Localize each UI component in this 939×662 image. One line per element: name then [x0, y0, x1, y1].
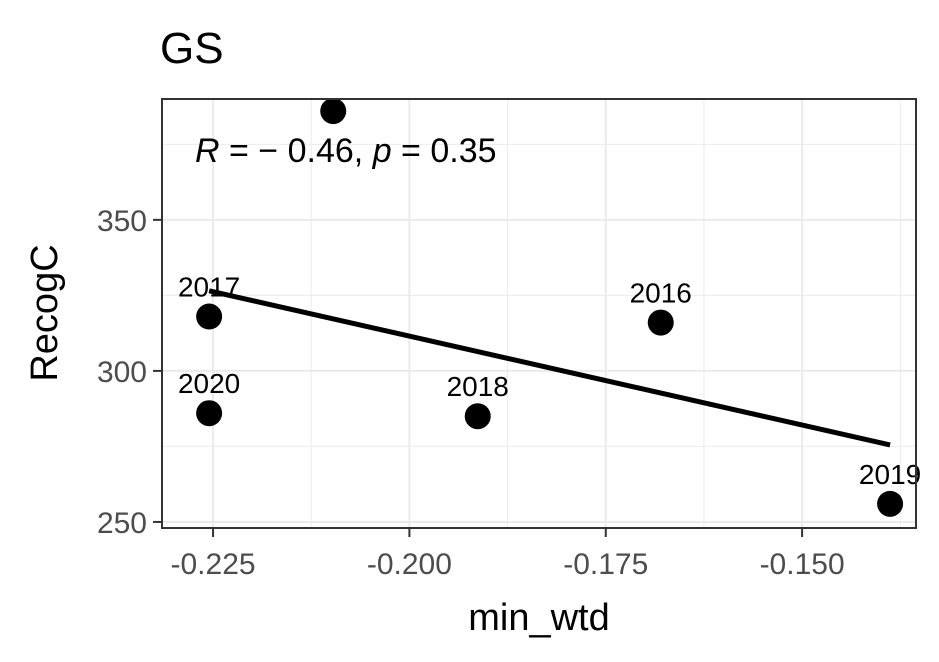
point-label: 2017 — [178, 272, 240, 303]
x-tick-label: -0.175 — [563, 548, 648, 581]
data-point — [196, 303, 223, 330]
y-axis-title: RecogC — [24, 244, 66, 381]
p-value: = 0.35 — [392, 132, 497, 170]
y-tick-label: 350 — [97, 205, 147, 238]
x-axis-ticks: -0.225 -0.200 -0.175 -0.150 — [171, 528, 845, 581]
point-label: 2020 — [178, 368, 240, 399]
y-tick-label: 300 — [97, 356, 147, 389]
y-axis-ticks: 250 300 350 — [97, 205, 162, 540]
data-points — [196, 98, 904, 517]
r-value: = − 0.46, — [220, 132, 373, 170]
correlation-annotation: R = − 0.46, p = 0.35 — [195, 132, 497, 170]
data-point — [196, 400, 223, 427]
panel-border — [161, 98, 917, 529]
chart-title: GS — [160, 24, 224, 73]
trend-line — [208, 288, 891, 448]
x-tick-label: -0.150 — [760, 548, 845, 581]
data-point — [877, 490, 904, 517]
point-label: 2016 — [630, 278, 692, 309]
grid-minor — [162, 99, 916, 528]
data-point — [464, 403, 491, 430]
grid-major — [162, 99, 916, 528]
y-tick-label: 250 — [97, 507, 147, 540]
r-symbol: R — [195, 132, 220, 170]
x-tick-label: -0.225 — [171, 548, 256, 581]
x-axis-title: min_wtd — [468, 597, 610, 639]
point-labels: 2017 2020 2018 2016 2019 — [178, 272, 921, 490]
data-point — [320, 98, 347, 125]
x-tick-label: -0.200 — [367, 548, 452, 581]
point-label: 2018 — [447, 371, 509, 402]
data-point — [647, 309, 674, 336]
point-label: 2019 — [859, 459, 921, 490]
p-symbol: p — [372, 132, 392, 170]
trend-line-group — [208, 288, 891, 448]
